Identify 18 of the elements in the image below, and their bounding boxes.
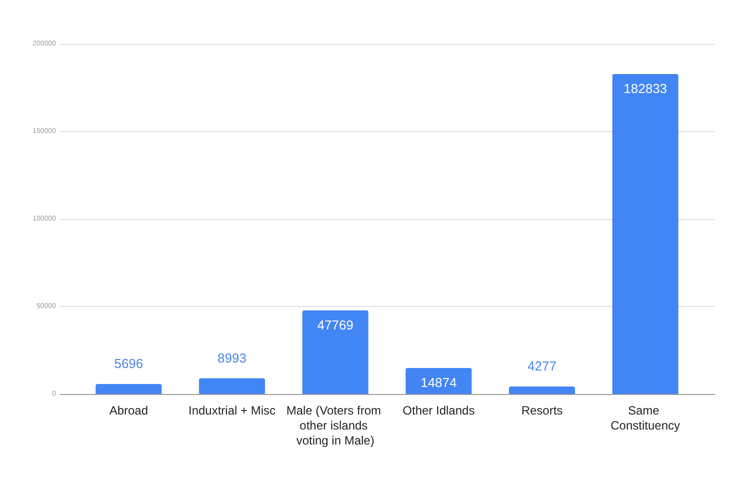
x-tick-label: Induxtrial + Misc (188, 404, 276, 418)
bar (302, 310, 368, 394)
bar (199, 378, 265, 394)
x-tick-label: Male (Voters from other islands voting in Male) (286, 404, 384, 448)
x-tick-label: Resorts (521, 404, 563, 418)
bar (406, 368, 472, 394)
bar (96, 384, 162, 394)
x-tick-label: Same Constituency (610, 404, 680, 432)
data-label: 182833 (624, 81, 668, 96)
bar (612, 74, 678, 394)
x-tick-label: Other Idlands (402, 404, 475, 418)
data-label: 4277 (528, 358, 556, 374)
data-label: 14874 (420, 374, 457, 390)
bar (509, 386, 575, 394)
data-label: 8993 (218, 350, 246, 366)
x-tick-label: Abroad (109, 404, 148, 418)
data-label: 47769 (317, 317, 354, 332)
data-label: 5696 (114, 356, 144, 372)
